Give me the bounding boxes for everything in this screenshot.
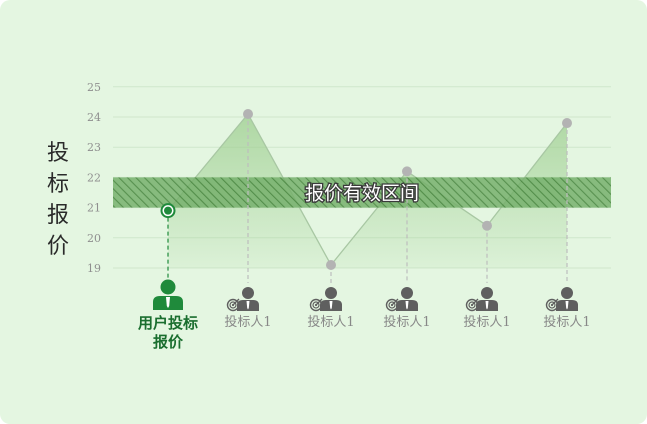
y-tick-label: 25 <box>87 81 101 94</box>
bidder-point <box>482 220 492 231</box>
bidder-point <box>326 259 336 270</box>
bidder-point <box>402 166 412 177</box>
y-axis-label: 投标报价 <box>46 141 69 259</box>
bidder-category-label: 投标人1 <box>224 314 271 330</box>
valid-range-band <box>113 177 611 208</box>
user-point <box>164 206 172 215</box>
user-category-label: 用户投标报价 <box>138 314 198 351</box>
bidder-category-label: 投标人1 <box>543 314 590 330</box>
bidder-point <box>562 118 572 129</box>
bidder-with-target-icon <box>385 287 418 312</box>
bidder-with-target-icon <box>309 287 342 312</box>
band-label: 报价有效区间 <box>305 183 419 205</box>
y-tick-label: 24 <box>87 111 101 124</box>
bidder-with-target-icon <box>465 287 498 312</box>
bidder-with-target-icon <box>545 287 578 312</box>
bidder-point <box>243 108 253 119</box>
y-tick-label: 22 <box>87 171 101 184</box>
bidder-category-label: 投标人1 <box>383 314 430 330</box>
y-tick-label: 20 <box>87 232 101 245</box>
y-tick-label: 21 <box>87 202 101 215</box>
series-area <box>168 113 567 268</box>
y-tick-label: 23 <box>87 141 101 154</box>
bidder-with-target-icon <box>226 287 259 312</box>
bidder-category-label: 投标人1 <box>307 314 354 330</box>
series-line <box>167 112 568 267</box>
user-icon <box>153 279 183 310</box>
y-tick-label: 19 <box>87 262 101 275</box>
bidder-category-label: 投标人1 <box>463 314 510 330</box>
